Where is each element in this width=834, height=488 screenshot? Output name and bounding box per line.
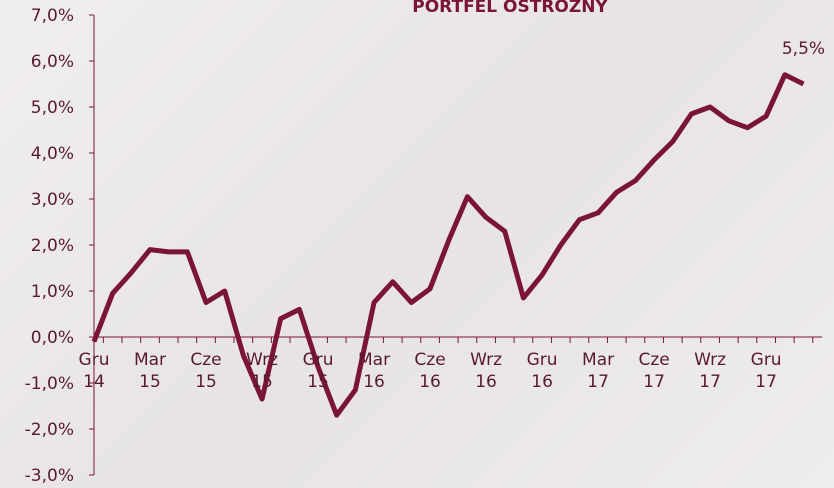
x-tick-label: Mar 17 [576, 349, 620, 393]
x-tick-label: Wrz 17 [688, 349, 732, 393]
x-tick-label: Gru 16 [520, 349, 564, 393]
x-tick-label: Wrz 16 [464, 349, 508, 393]
y-tick-label: -1,0% [25, 374, 74, 394]
y-tick-label: 4,0% [31, 144, 74, 164]
y-tick-label: -3,0% [25, 466, 74, 486]
x-tick-label: Gru 17 [744, 349, 788, 393]
x-tick-label: Cze 15 [184, 349, 228, 393]
chart-container: PORTFEL OSTROŻNY -3,0% -2,0% -1,0% 0,0% 1,0%… [0, 0, 834, 488]
y-tick-label: 5,0% [31, 98, 74, 118]
x-tick-label: Cze 16 [408, 349, 452, 393]
x-tick-label: Gru 14 [72, 349, 116, 393]
y-tick-label: 0,0% [31, 328, 74, 348]
data-label: 5,5% [782, 39, 825, 59]
y-tick-label: 3,0% [31, 190, 74, 210]
chart: PORTFEL OSTROŻNY -3,0% -2,0% -1,0% 0,0% 1,0%… [0, 0, 834, 488]
y-tick-label: 2,0% [31, 236, 74, 256]
y-tick-label: 1,0% [31, 282, 74, 302]
y-tick-label: 6,0% [31, 52, 74, 72]
x-tick-label: Mar 15 [128, 349, 172, 393]
x-tick-label: Mar 16 [352, 349, 396, 393]
x-tick-label: Wrz 15 [240, 349, 284, 393]
y-tick-label: -2,0% [25, 420, 74, 440]
x-tick-label: Cze 17 [632, 349, 676, 393]
chart-title: PORTFEL OSTROŻNY [412, 0, 608, 17]
y-tick-label: 7,0% [31, 6, 74, 26]
x-tick-label: Gru 15 [296, 349, 340, 393]
